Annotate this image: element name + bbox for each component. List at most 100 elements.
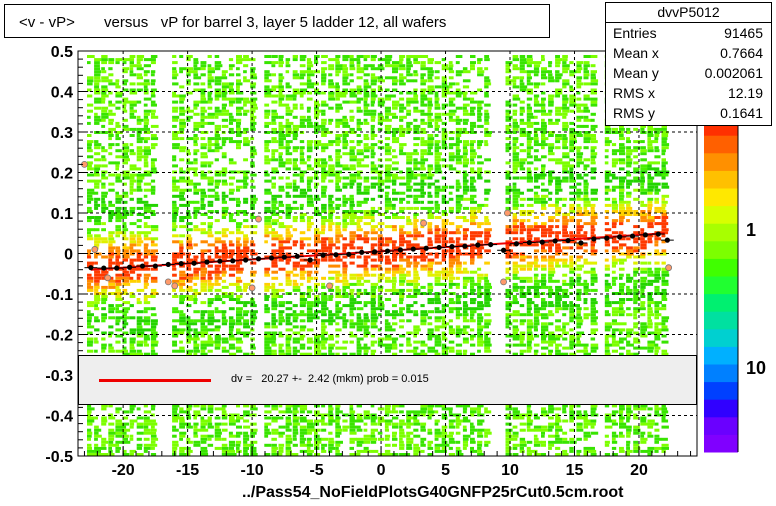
heatmap-cell bbox=[484, 222, 491, 226]
heatmap-cell bbox=[87, 428, 92, 432]
heatmap-cell bbox=[299, 213, 307, 216]
heatmap-cell bbox=[484, 115, 490, 119]
heatmap-cell bbox=[193, 322, 198, 326]
heatmap-cell bbox=[349, 203, 355, 207]
heatmap-cell bbox=[136, 319, 145, 323]
heatmap-cell bbox=[200, 428, 209, 432]
heatmap-cell bbox=[299, 188, 306, 192]
heatmap-cell bbox=[512, 152, 520, 156]
heatmap-cell bbox=[207, 82, 212, 86]
heatmap-cell bbox=[193, 298, 198, 301]
heatmap-cell bbox=[285, 313, 293, 317]
heatmap-cell bbox=[349, 255, 355, 259]
heatmap-cell bbox=[94, 146, 101, 150]
heatmap-cell bbox=[448, 82, 456, 86]
heatmap-cell bbox=[363, 94, 370, 98]
heatmap-cell bbox=[455, 231, 462, 235]
heatmap-cell bbox=[115, 279, 122, 283]
heatmap-cell bbox=[470, 188, 477, 192]
heatmap-cell bbox=[306, 453, 313, 456]
heatmap-cell bbox=[526, 137, 534, 141]
heatmap-cell bbox=[512, 149, 517, 153]
heatmap-cell bbox=[94, 152, 101, 156]
heatmap-cell bbox=[548, 446, 552, 450]
heatmap-cell bbox=[314, 288, 318, 292]
heatmap-cell bbox=[243, 219, 249, 223]
heatmap-cell bbox=[271, 443, 277, 447]
heatmap-cell bbox=[441, 267, 448, 271]
heatmap-cell bbox=[335, 82, 339, 86]
heatmap-cell bbox=[150, 100, 156, 104]
heatmap-cell bbox=[562, 219, 569, 223]
heatmap-cell bbox=[186, 179, 194, 183]
heatmap-cell bbox=[548, 410, 554, 414]
heatmap-cell bbox=[406, 453, 411, 456]
heatmap-cell bbox=[306, 319, 313, 323]
heatmap-cell bbox=[519, 143, 524, 147]
heatmap-cell bbox=[533, 349, 539, 353]
heatmap-cell bbox=[101, 182, 106, 186]
heatmap-cell bbox=[413, 428, 419, 432]
heatmap-cell bbox=[477, 434, 484, 438]
heatmap-cell bbox=[306, 188, 312, 192]
heatmap-cell bbox=[455, 404, 463, 408]
heatmap-cell bbox=[321, 219, 329, 223]
heatmap-cell bbox=[406, 440, 414, 444]
heatmap-cell bbox=[292, 70, 298, 74]
heatmap-cell bbox=[555, 179, 563, 183]
heatmap-cell bbox=[236, 140, 242, 144]
heatmap-cell bbox=[129, 258, 137, 262]
heatmap-cell bbox=[214, 246, 219, 250]
heatmap-cell bbox=[370, 216, 375, 219]
heatmap-cell bbox=[94, 234, 101, 238]
heatmap-cell bbox=[228, 73, 235, 77]
heatmap-cell bbox=[101, 313, 107, 317]
heatmap-cell bbox=[434, 164, 441, 168]
heatmap-cell bbox=[413, 222, 418, 226]
heatmap-cell bbox=[200, 146, 207, 150]
heatmap-cell bbox=[243, 64, 249, 68]
heatmap-cell bbox=[136, 127, 145, 131]
heatmap-cell bbox=[94, 337, 98, 341]
heatmap-cell bbox=[108, 240, 116, 244]
heatmap-cell bbox=[555, 264, 561, 268]
heatmap-cell bbox=[548, 191, 553, 195]
heatmap-cell bbox=[399, 61, 403, 65]
heatmap-cell bbox=[328, 194, 334, 198]
heatmap-cell bbox=[526, 449, 535, 453]
heatmap-cell bbox=[236, 197, 240, 201]
heatmap-cell bbox=[462, 161, 470, 165]
heatmap-cell bbox=[562, 85, 567, 89]
heatmap-cell bbox=[115, 134, 119, 137]
heatmap-cell bbox=[321, 352, 328, 356]
heatmap-cell bbox=[278, 203, 285, 207]
heatmap-cell bbox=[448, 453, 455, 456]
heatmap-cell bbox=[377, 419, 386, 423]
heatmap-cell bbox=[150, 225, 159, 229]
heatmap-cell bbox=[533, 313, 542, 317]
heatmap-cell bbox=[441, 343, 447, 347]
heatmap-cell bbox=[548, 295, 552, 298]
heatmap-cell bbox=[526, 106, 532, 110]
heatmap-cell bbox=[150, 288, 157, 292]
heatmap-cell bbox=[278, 82, 283, 86]
heatmap-cell bbox=[377, 407, 385, 411]
heatmap-cell bbox=[214, 88, 221, 92]
heatmap-cell bbox=[292, 313, 301, 317]
heatmap-cell bbox=[541, 325, 549, 329]
heatmap-cell bbox=[271, 437, 277, 441]
heatmap-cell bbox=[562, 346, 570, 350]
heatmap-cell bbox=[427, 258, 435, 262]
heatmap-cell bbox=[193, 352, 198, 356]
heatmap-cell bbox=[455, 216, 464, 219]
heatmap-cell bbox=[448, 222, 455, 226]
heatmap-cell bbox=[328, 310, 333, 314]
heatmap-cell bbox=[377, 173, 383, 177]
heatmap-cell bbox=[306, 437, 312, 441]
heatmap-cell bbox=[484, 140, 488, 144]
heatmap-cell bbox=[207, 179, 215, 183]
heatmap-cell bbox=[321, 222, 326, 226]
heatmap-cell bbox=[200, 176, 208, 180]
heatmap-cell bbox=[427, 410, 435, 414]
heatmap-cell bbox=[285, 449, 292, 453]
